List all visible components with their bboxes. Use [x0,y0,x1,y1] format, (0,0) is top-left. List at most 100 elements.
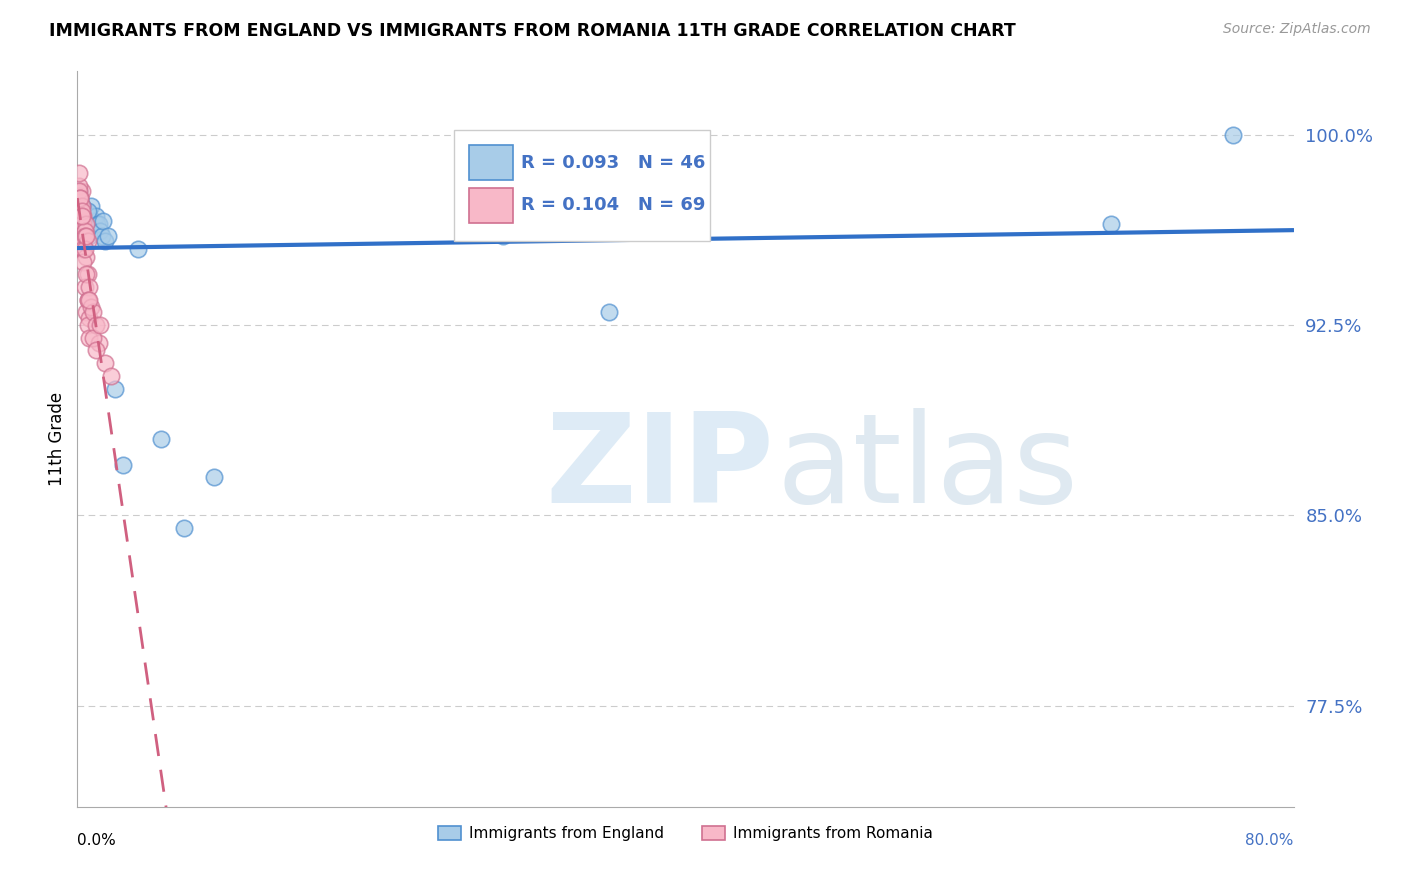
Point [84,209,107,223]
Point [111,458,134,472]
Point [89,224,111,238]
Point [84,318,107,332]
Point [72,209,94,223]
Point [70,203,93,218]
Point [67,229,90,244]
Point [77,293,100,307]
Point [93,235,115,249]
Point [149,432,172,446]
Point [70,184,93,198]
Point [127,242,149,256]
Point [84,343,107,358]
Point [79,229,101,244]
Point [70,242,93,256]
Point [82,305,104,319]
Point [69,191,91,205]
Point [69,203,91,218]
Point [70,229,93,244]
Point [67,209,90,223]
Point [72,242,94,256]
Point [73,280,96,294]
Point [69,209,91,223]
FancyBboxPatch shape [470,145,513,180]
Point [70,209,93,223]
Point [69,217,91,231]
Point [69,203,91,218]
Point [70,199,93,213]
Point [70,209,93,223]
Point [79,310,101,325]
Point [93,356,115,370]
Point [69,203,91,218]
Text: R = 0.104   N = 69: R = 0.104 N = 69 [522,196,706,214]
Point [598,305,620,319]
Point [86,217,108,231]
Point [75,305,97,319]
Point [75,217,97,231]
Text: Source: ZipAtlas.com: Source: ZipAtlas.com [1223,22,1371,37]
Point [82,224,104,238]
Point [69,196,91,211]
Point [73,229,96,244]
Point [75,229,97,244]
Point [72,235,94,249]
Text: R = 0.093   N = 46: R = 0.093 N = 46 [522,153,706,171]
Point [69,217,91,231]
Point [67,184,90,198]
Point [72,235,94,249]
Point [73,203,96,218]
Point [90,229,112,244]
Point [91,214,114,228]
Point [75,250,97,264]
Point [72,242,94,256]
Point [67,188,90,202]
Point [73,217,96,231]
Point [67,178,90,193]
Point [67,191,90,205]
Text: IMMIGRANTS FROM ENGLAND VS IMMIGRANTS FROM ROMANIA 11TH GRADE CORRELATION CHART: IMMIGRANTS FROM ENGLAND VS IMMIGRANTS FR… [49,22,1017,40]
Legend: Immigrants from England, Immigrants from Romania: Immigrants from England, Immigrants from… [432,820,939,847]
Point [72,242,94,256]
Point [73,224,96,238]
Point [69,191,91,205]
Point [69,224,91,238]
Point [67,203,90,218]
Point [67,217,90,231]
Point [72,217,94,231]
Point [202,470,225,484]
Point [77,293,100,307]
Point [80,199,103,213]
Point [77,235,100,249]
Point [72,229,94,244]
Point [67,184,90,198]
Text: atlas: atlas [776,409,1078,529]
Text: 0.0%: 0.0% [77,832,117,847]
Point [72,254,94,268]
Point [72,242,94,256]
FancyBboxPatch shape [470,187,513,223]
Point [67,191,90,205]
Point [70,199,93,213]
Point [67,224,90,238]
Point [82,331,104,345]
Point [89,318,111,332]
Point [73,229,96,244]
Point [69,219,91,234]
Point [75,268,97,282]
Point [69,209,91,223]
FancyBboxPatch shape [454,130,710,241]
Point [67,166,90,180]
Point [77,203,100,218]
Point [69,219,91,234]
Point [104,382,127,396]
Point [1222,128,1244,142]
Point [67,199,90,213]
Point [79,209,101,223]
Point [70,217,93,231]
Point [73,229,96,244]
Point [100,368,122,383]
Point [72,217,94,231]
Point [69,235,91,249]
Point [83,214,105,228]
Point [70,211,93,226]
